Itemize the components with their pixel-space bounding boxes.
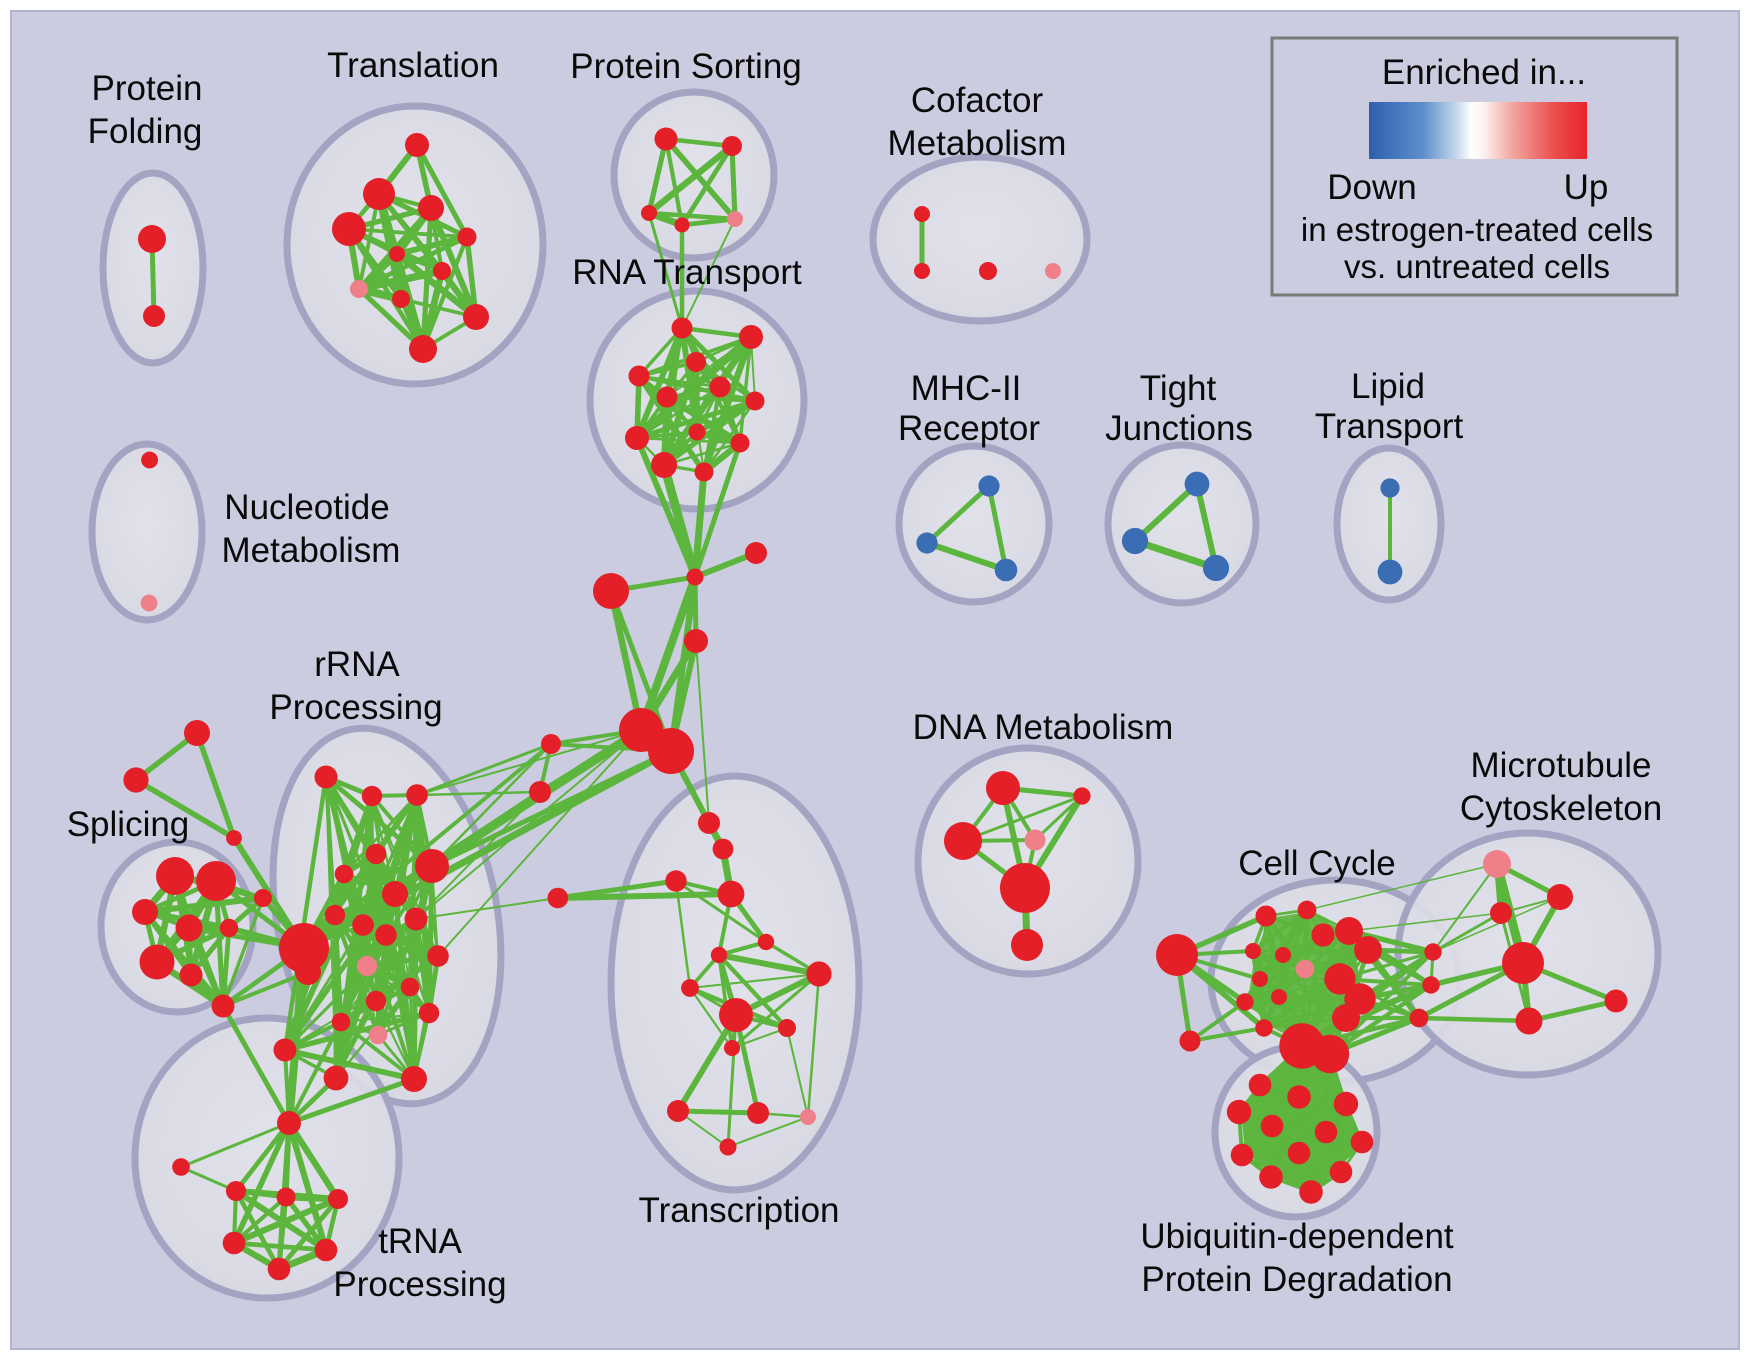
svg-text:tRNA: tRNA <box>378 1222 462 1261</box>
svg-text:in estrogen-treated cells: in estrogen-treated cells <box>1301 211 1653 248</box>
svg-text:Tight: Tight <box>1140 369 1217 408</box>
svg-text:MHC-II: MHC-II <box>911 369 1022 408</box>
svg-text:Metabolism: Metabolism <box>888 124 1067 163</box>
svg-text:Down: Down <box>1327 168 1416 207</box>
svg-text:DNA Metabolism: DNA Metabolism <box>913 708 1174 747</box>
svg-text:Protein Sorting: Protein Sorting <box>570 47 802 86</box>
svg-text:Cell Cycle: Cell Cycle <box>1238 844 1396 883</box>
svg-text:Protein: Protein <box>92 69 203 108</box>
svg-text:rRNA: rRNA <box>314 645 400 684</box>
svg-text:Protein Degradation: Protein Degradation <box>1141 1260 1452 1299</box>
svg-text:Folding: Folding <box>88 112 203 151</box>
svg-text:Transport: Transport <box>1315 407 1464 446</box>
svg-text:Translation: Translation <box>327 46 499 85</box>
svg-text:Up: Up <box>1564 168 1609 207</box>
svg-text:Junctions: Junctions <box>1105 409 1253 448</box>
svg-text:Enriched in...: Enriched in... <box>1382 53 1586 92</box>
svg-text:Cytoskeleton: Cytoskeleton <box>1460 789 1662 828</box>
svg-text:vs. untreated cells: vs. untreated cells <box>1344 248 1610 285</box>
svg-text:Receptor: Receptor <box>898 409 1040 448</box>
svg-text:Ubiquitin-dependent: Ubiquitin-dependent <box>1140 1217 1454 1256</box>
svg-text:Processing: Processing <box>333 1265 506 1304</box>
svg-text:Splicing: Splicing <box>67 805 190 844</box>
svg-text:Transcription: Transcription <box>639 1191 840 1230</box>
svg-text:RNA Transport: RNA Transport <box>572 253 802 292</box>
svg-text:Metabolism: Metabolism <box>222 531 401 570</box>
svg-text:Lipid: Lipid <box>1351 367 1425 406</box>
svg-text:Microtubule: Microtubule <box>1471 746 1652 785</box>
svg-text:Nucleotide: Nucleotide <box>224 488 389 527</box>
svg-text:Processing: Processing <box>269 688 442 727</box>
svg-text:Cofactor: Cofactor <box>911 81 1044 120</box>
